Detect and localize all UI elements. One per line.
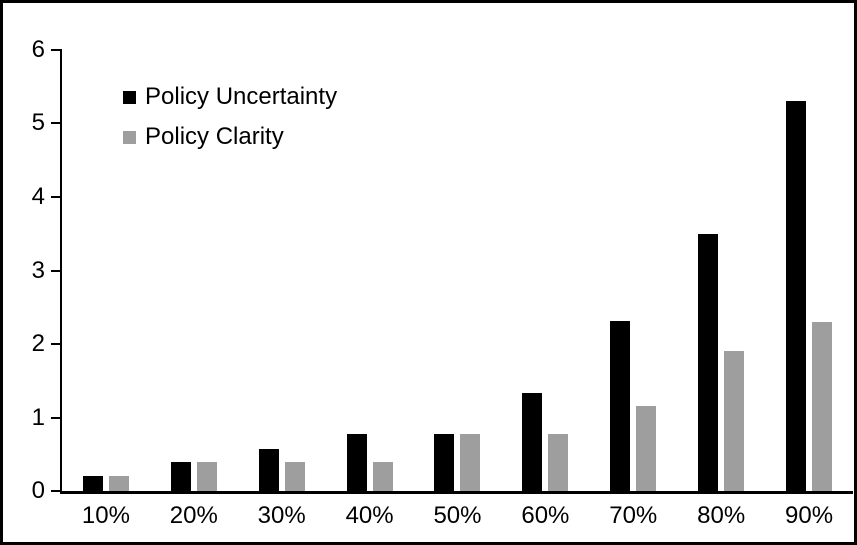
bar-policy-clarity-10 xyxy=(108,476,129,491)
x-axis-label-50: 50% xyxy=(433,502,482,529)
bar-policy-clarity-50 xyxy=(460,434,481,491)
legend-swatch-policy-uncertainty xyxy=(123,90,136,104)
bar-policy-uncertainty-80 xyxy=(698,233,719,491)
bar-group-50: 50% xyxy=(414,50,502,528)
y-axis-tick-2 xyxy=(51,342,62,345)
legend-item-policy-uncertainty: Policy Uncertainty xyxy=(123,85,337,109)
y-axis-tick-4 xyxy=(51,195,62,198)
bar-policy-clarity-90 xyxy=(812,321,833,491)
bar-policy-clarity-80 xyxy=(724,351,745,491)
bar-group-90: 90% xyxy=(765,50,853,528)
x-axis-label-60: 60% xyxy=(521,502,570,529)
bar-policy-clarity-30 xyxy=(284,462,305,491)
x-axis-label-30: 30% xyxy=(257,502,306,529)
bar-policy-uncertainty-40 xyxy=(346,434,367,491)
bar-group-80: 80% xyxy=(677,50,765,528)
legend-item-policy-clarity: Policy Clarity xyxy=(123,125,337,149)
y-axis-tick-0 xyxy=(51,490,62,492)
bar-group-30: 30% xyxy=(238,50,326,528)
plot-area: 0 1 2 3 4 5 6 10% 20% 30% 40% 50% 60% 70% 80% 90% xyxy=(32,38,853,528)
bar-policy-clarity-60 xyxy=(548,434,569,491)
bar-group-70: 70% xyxy=(589,50,677,528)
y-axis-tick-5 xyxy=(51,122,62,125)
bar-group-60: 60% xyxy=(501,50,589,528)
bar-policy-uncertainty-60 xyxy=(522,392,543,491)
y-axis-label-2: 2 xyxy=(31,329,45,357)
y-axis-tick-1 xyxy=(51,416,62,419)
legend-swatch-policy-clarity xyxy=(123,130,136,144)
bar-policy-clarity-70 xyxy=(636,406,657,491)
bar-policy-uncertainty-30 xyxy=(258,449,279,491)
legend-label-policy-clarity: Policy Clarity xyxy=(145,123,284,150)
x-axis-label-90: 90% xyxy=(785,502,834,529)
y-axis-tick-6 xyxy=(51,49,62,51)
legend: Policy Uncertainty Policy Clarity xyxy=(123,85,337,165)
y-axis-label-6: 6 xyxy=(31,36,45,63)
y-axis-label-3: 3 xyxy=(31,256,45,284)
bar-policy-uncertainty-10 xyxy=(82,476,103,491)
bar-group-40: 40% xyxy=(326,50,414,528)
bar-policy-clarity-20 xyxy=(196,462,217,491)
x-axis-label-10: 10% xyxy=(81,502,130,529)
x-axis-label-20: 20% xyxy=(169,502,218,529)
bar-group-10: 10% xyxy=(62,50,150,528)
y-axis-label-1: 1 xyxy=(31,403,45,431)
bar-group-20: 20% xyxy=(150,50,238,528)
bar-policy-clarity-40 xyxy=(372,462,393,491)
x-axis-label-80: 80% xyxy=(697,502,746,529)
bar-policy-uncertainty-70 xyxy=(610,321,631,491)
y-axis-tick-3 xyxy=(51,269,62,272)
bar-policy-uncertainty-20 xyxy=(170,462,191,491)
y-axis-label-4: 4 xyxy=(31,182,45,210)
y-axis-label-5: 5 xyxy=(31,109,45,137)
x-axis-label-70: 70% xyxy=(609,502,658,529)
legend-label-policy-uncertainty: Policy Uncertainty xyxy=(145,83,338,110)
bar-policy-uncertainty-90 xyxy=(786,101,807,491)
x-axis-label-40: 40% xyxy=(345,502,394,529)
y-axis-label-0: 0 xyxy=(31,477,45,504)
bar-policy-uncertainty-50 xyxy=(434,433,455,491)
